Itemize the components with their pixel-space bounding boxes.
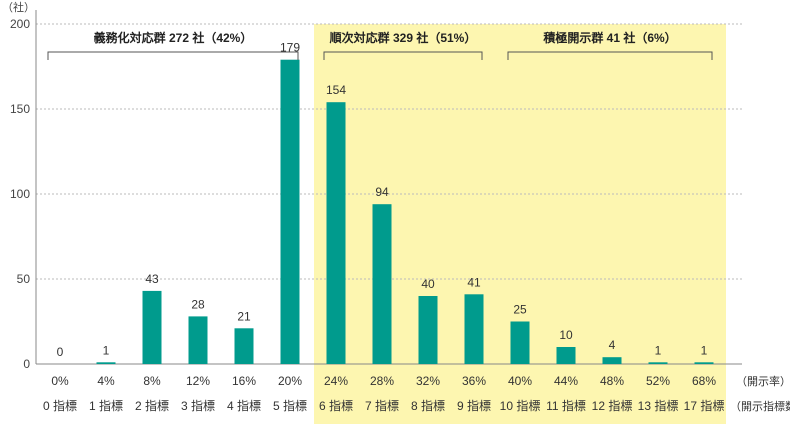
x-rate-label-9: 36% — [462, 374, 486, 388]
group-bracket-1 — [323, 51, 483, 60]
bar-8 — [418, 296, 438, 364]
value-label-1: 1 — [103, 343, 110, 357]
bar-14 — [694, 362, 714, 364]
bar-2 — [142, 290, 162, 364]
x-count-label-4: 4 指標 — [227, 398, 261, 413]
value-label-9: 41 — [467, 275, 481, 289]
bar-9 — [464, 294, 484, 364]
x-rate-label-1: 4% — [97, 374, 115, 388]
x-rate-label-0: 0% — [51, 374, 69, 388]
value-label-12: 4 — [609, 338, 616, 352]
y-tick-label-0: 0 — [23, 357, 30, 371]
x-count-label-6: 6 指標 — [319, 398, 353, 413]
value-label-3: 28 — [191, 297, 205, 311]
bar-12 — [602, 357, 622, 364]
y-tick-label-150: 150 — [10, 102, 30, 116]
group-label-1: 順次対応群 329 社（51%） — [329, 30, 477, 45]
x-rate-label-6: 24% — [324, 374, 348, 388]
x-rate-label-14: 68% — [692, 374, 716, 388]
y-tick-label-50: 50 — [17, 272, 31, 286]
x-count-label-11: 11 指標 — [546, 398, 586, 413]
group-label-2: 積極開示群 41 社（6%） — [542, 30, 676, 45]
x-caption-rate: （開示率） — [736, 374, 790, 388]
x-rate-label-7: 28% — [370, 374, 394, 388]
x-caption-count: （開示指標数） — [730, 399, 790, 413]
y-tick-label-200: 200 — [10, 17, 30, 31]
y-tick-label-100: 100 — [10, 187, 30, 201]
x-rate-label-12: 48% — [600, 374, 624, 388]
x-count-label-9: 9 指標 — [457, 398, 491, 413]
bar-7 — [372, 204, 392, 364]
x-count-label-3: 3 指標 — [181, 398, 215, 413]
y-unit-label: （社） — [2, 0, 35, 14]
x-count-label-1: 1 指標 — [89, 398, 123, 413]
bar-10 — [510, 321, 530, 364]
group-label-0: 義務化対応群 272 社（42%） — [94, 30, 253, 45]
bar-6 — [326, 102, 346, 364]
x-rate-label-13: 52% — [646, 374, 670, 388]
x-rate-label-4: 16% — [232, 374, 256, 388]
value-label-6: 154 — [326, 83, 346, 97]
value-label-4: 21 — [237, 309, 251, 323]
value-label-5: 179 — [280, 41, 300, 55]
value-label-11: 10 — [559, 328, 573, 342]
value-label-8: 40 — [421, 277, 435, 291]
value-label-14: 1 — [701, 343, 708, 357]
bar-5 — [280, 59, 300, 364]
x-count-label-14: 17 指標 — [684, 398, 725, 413]
value-label-2: 43 — [145, 272, 159, 286]
x-count-label-10: 10 指標 — [500, 398, 541, 413]
x-rate-label-10: 40% — [508, 374, 532, 388]
x-count-label-7: 7 指標 — [365, 398, 399, 413]
x-count-label-2: 2 指標 — [135, 398, 169, 413]
group-bracket-0 — [47, 51, 299, 60]
bar-13 — [648, 362, 668, 364]
x-count-label-13: 13 指標 — [638, 398, 679, 413]
value-label-13: 1 — [655, 343, 662, 357]
bar-11 — [556, 347, 576, 364]
value-label-0: 0 — [57, 345, 64, 359]
x-count-label-0: 0 指標 — [43, 398, 77, 413]
bar-3 — [188, 316, 208, 364]
x-rate-label-11: 44% — [554, 374, 578, 388]
value-label-7: 94 — [375, 185, 389, 199]
bar-1 — [96, 362, 116, 364]
x-rate-label-2: 8% — [143, 374, 161, 388]
x-rate-label-8: 32% — [416, 374, 440, 388]
x-rate-label-3: 12% — [186, 374, 210, 388]
value-label-10: 25 — [513, 303, 527, 317]
group-bracket-2 — [507, 51, 713, 60]
bar-4 — [234, 328, 254, 364]
x-count-label-12: 12 指標 — [592, 398, 633, 413]
x-count-label-8: 8 指標 — [411, 398, 445, 413]
x-count-label-5: 5 指標 — [273, 398, 307, 413]
x-rate-label-5: 20% — [278, 374, 302, 388]
